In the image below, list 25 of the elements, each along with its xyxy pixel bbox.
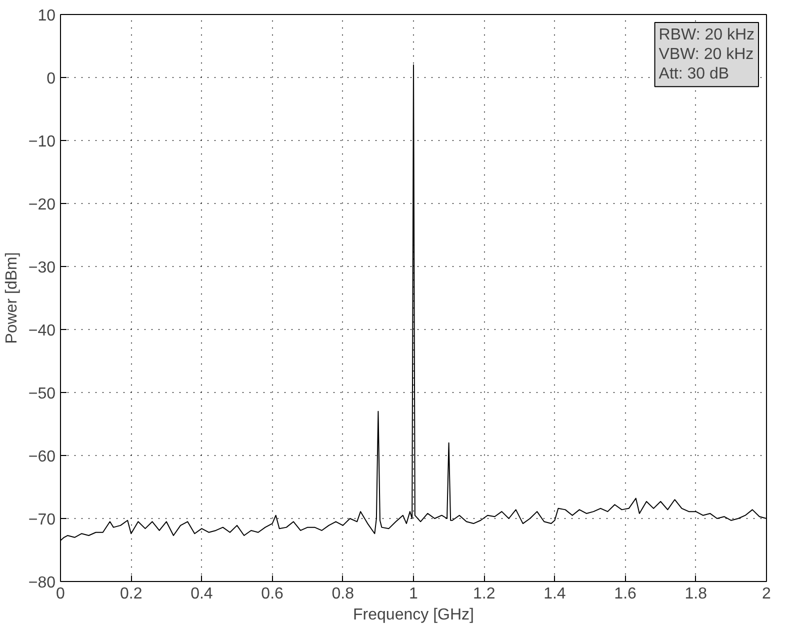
y-tick-label: −60: [28, 448, 56, 466]
y-tick-label: −40: [28, 322, 56, 340]
annotation: Att: 30 dB: [658, 66, 730, 83]
y-tick-label: 10: [38, 8, 56, 24]
x-tick-label: 1.2: [472, 586, 496, 602]
x-axis-title: Frequency [GHz]: [353, 606, 474, 624]
x-tick-label: 1.8: [684, 586, 708, 602]
y-tick-label: −50: [28, 386, 56, 402]
y-tick-label: −80: [28, 574, 56, 592]
y-tick-label: −20: [28, 196, 56, 214]
y-tick-label: −70: [28, 512, 56, 528]
y-tick-label: −30: [28, 260, 56, 276]
y-tick-label: −10: [28, 134, 56, 150]
x-tick-label: 1: [409, 586, 418, 602]
x-tick-label: 1.6: [614, 586, 637, 602]
y-axis-title: Power [dBm]: [3, 252, 20, 344]
x-tick-label: 1.4: [544, 586, 566, 602]
x-tick-label: 0.6: [261, 586, 284, 602]
x-tick-label: 0.4: [190, 586, 213, 602]
annotation: VBW: 20 kHz: [658, 46, 754, 64]
x-tick-label: 2: [762, 586, 772, 602]
y-tick-label: 0: [46, 70, 56, 88]
annotation: RBW: 20 kHz: [658, 26, 755, 44]
x-tick-label: 0.8: [332, 586, 354, 602]
x-tick-label: 0.2: [120, 586, 142, 602]
